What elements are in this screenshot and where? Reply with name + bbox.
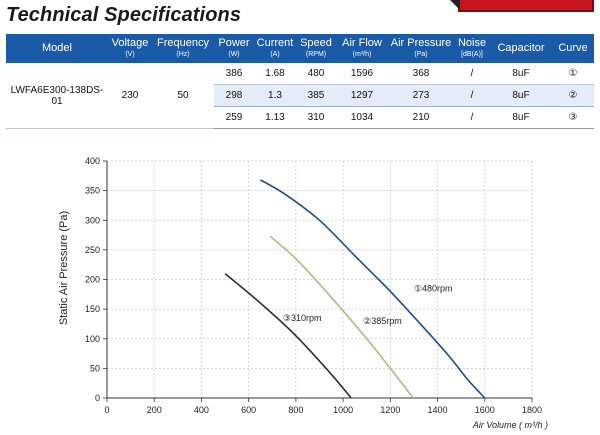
air-pressure-cell: 210 [388,106,454,129]
chart-grid [107,160,533,398]
current-cell: 1.68 [254,63,296,85]
series-line-1 [260,179,486,399]
header-unit: [dB(A)] [461,50,483,58]
current-cell: 1.3 [254,84,296,107]
current-cell: 1.13 [254,106,296,129]
y-tick-label: 250 [85,245,100,255]
curve-label-3: ③310rpm [283,313,322,323]
voltage-cell: 230 [108,63,152,129]
page-title: Technical Specifications [6,4,242,26]
header-unit: (Pa) [414,50,428,58]
table-row: 259 1.13 310 1034 210/8uF ③ [6,106,594,129]
header-noise: Noise [dB(A)] [454,34,490,63]
table-row: LWFA6E300-138DS-01 230 50 386 1.68 480 1596 368… [6,63,594,129]
header-name: Air Pressure [390,36,452,49]
model-cell: LWFA6E300-138DS-01 [6,63,108,129]
header-power: Power (W) [214,34,254,63]
power-cell: 386 [214,63,254,85]
header-unit: (A) [270,50,280,58]
x-tick-label: 1400 [428,405,448,415]
header-unit: (m³/h) [352,50,372,58]
header-capacitor: Capacitor [490,34,552,63]
curve-cell: ① [552,63,594,85]
header-air-pressure: Air Pressure (Pa) [388,34,454,63]
header-frequency: Frequency (Hz) [152,34,214,63]
table-body: LWFA6E300-138DS-01 230 50 386 1.68 480 1596 368… [6,63,594,129]
noise-cell: / [454,106,490,129]
frequency-cell: 50 [152,63,214,129]
power-cell: 259 [214,106,254,129]
curve-cell: ③ [552,106,594,129]
x-tick-label: 1200 [380,405,400,415]
y-tick-label: 0 [95,393,100,403]
header-speed: Speed (RPM) [296,34,336,63]
header-air-flow: Air Flow (m³/h) [336,34,388,63]
capacitor-cell: 8uF [490,63,552,85]
header-current: Current (A) [254,34,296,63]
table-header-row: Model Voltage (V) Frequency (Hz) Power (W) Curr… [6,34,594,63]
x-tick-label: 0 [104,405,109,415]
header-voltage: Voltage (V) [108,34,152,63]
air-flow-cell: 1034 [336,106,388,129]
header-unit: (W) [228,50,240,58]
x-axis-label: Air Volume ( m³/h ) [472,420,548,430]
series-line-3 [224,272,352,399]
x-tick-label: 800 [288,405,303,415]
header-name: Speed [300,36,332,49]
header-unit: (Hz) [176,50,190,58]
y-tick-label: 50 [90,363,100,373]
curve-label-1: ①480rpm [414,283,453,293]
header-name: Air Flow [342,36,382,49]
x-tick-label: 1600 [475,405,495,415]
header-unit: (RPM) [305,50,327,58]
chart-annotations: ①480rpm ②385rpm ③310rpm [283,283,453,326]
air-flow-cell: 1297 [336,84,388,107]
air-pressure-cell: 368 [388,63,454,85]
header-name: Current [256,36,294,49]
header-name: Voltage [111,36,149,49]
speed-cell: 385 [296,84,336,107]
fan-curve-chart: 0 200 400 600 800 1000 1200 1400 1600 1800 0 50 100 1… [58,156,548,430]
noise-cell: / [454,84,490,107]
y-tick-label: 350 [85,186,100,196]
air-pressure-cell: 273 [388,84,454,107]
header-model: Model [6,34,108,63]
x-tick-label: 400 [194,405,209,415]
y-axis-label: Static Air Pressure (Pa) [58,211,70,325]
chart-series [224,179,486,399]
noise-cell: / [454,63,490,85]
table-row: 298 1.3 385 1297 273/8uF ② [6,84,594,107]
brand-badge [446,0,594,12]
spec-table: Model Voltage (V) Frequency (Hz) Power (W) Curr… [6,34,594,129]
capacitor-cell: 8uF [490,84,552,107]
y-tick-label: 150 [85,304,100,314]
header-name: Noise [457,36,487,49]
air-flow-cell: 1596 [336,63,388,85]
header-unit: (V) [125,50,135,58]
capacitor-cell: 8uF [490,106,552,129]
y-tick-label: 300 [85,215,100,225]
x-tick-label: 200 [147,405,162,415]
power-cell: 298 [214,84,254,107]
header-name: Power [218,36,250,49]
x-tick-label: 1000 [333,405,353,415]
speed-cell: 480 [296,63,336,85]
header-curve: Curve [552,34,594,63]
x-tick-label: 1800 [522,405,542,415]
y-tick-label: 400 [85,156,100,166]
chart-ticks: 0 200 400 600 800 1000 1200 1400 1600 1800 0 50 100 1… [85,156,542,415]
y-tick-label: 200 [85,275,100,285]
badge-corner [446,0,460,10]
curve-label-2: ②385rpm [363,316,402,326]
series-line-2 [269,235,414,399]
curve-cell: ② [552,84,594,107]
header-name: Frequency [157,36,209,49]
y-tick-label: 100 [85,334,100,344]
x-tick-label: 600 [241,405,256,415]
speed-cell: 310 [296,106,336,129]
